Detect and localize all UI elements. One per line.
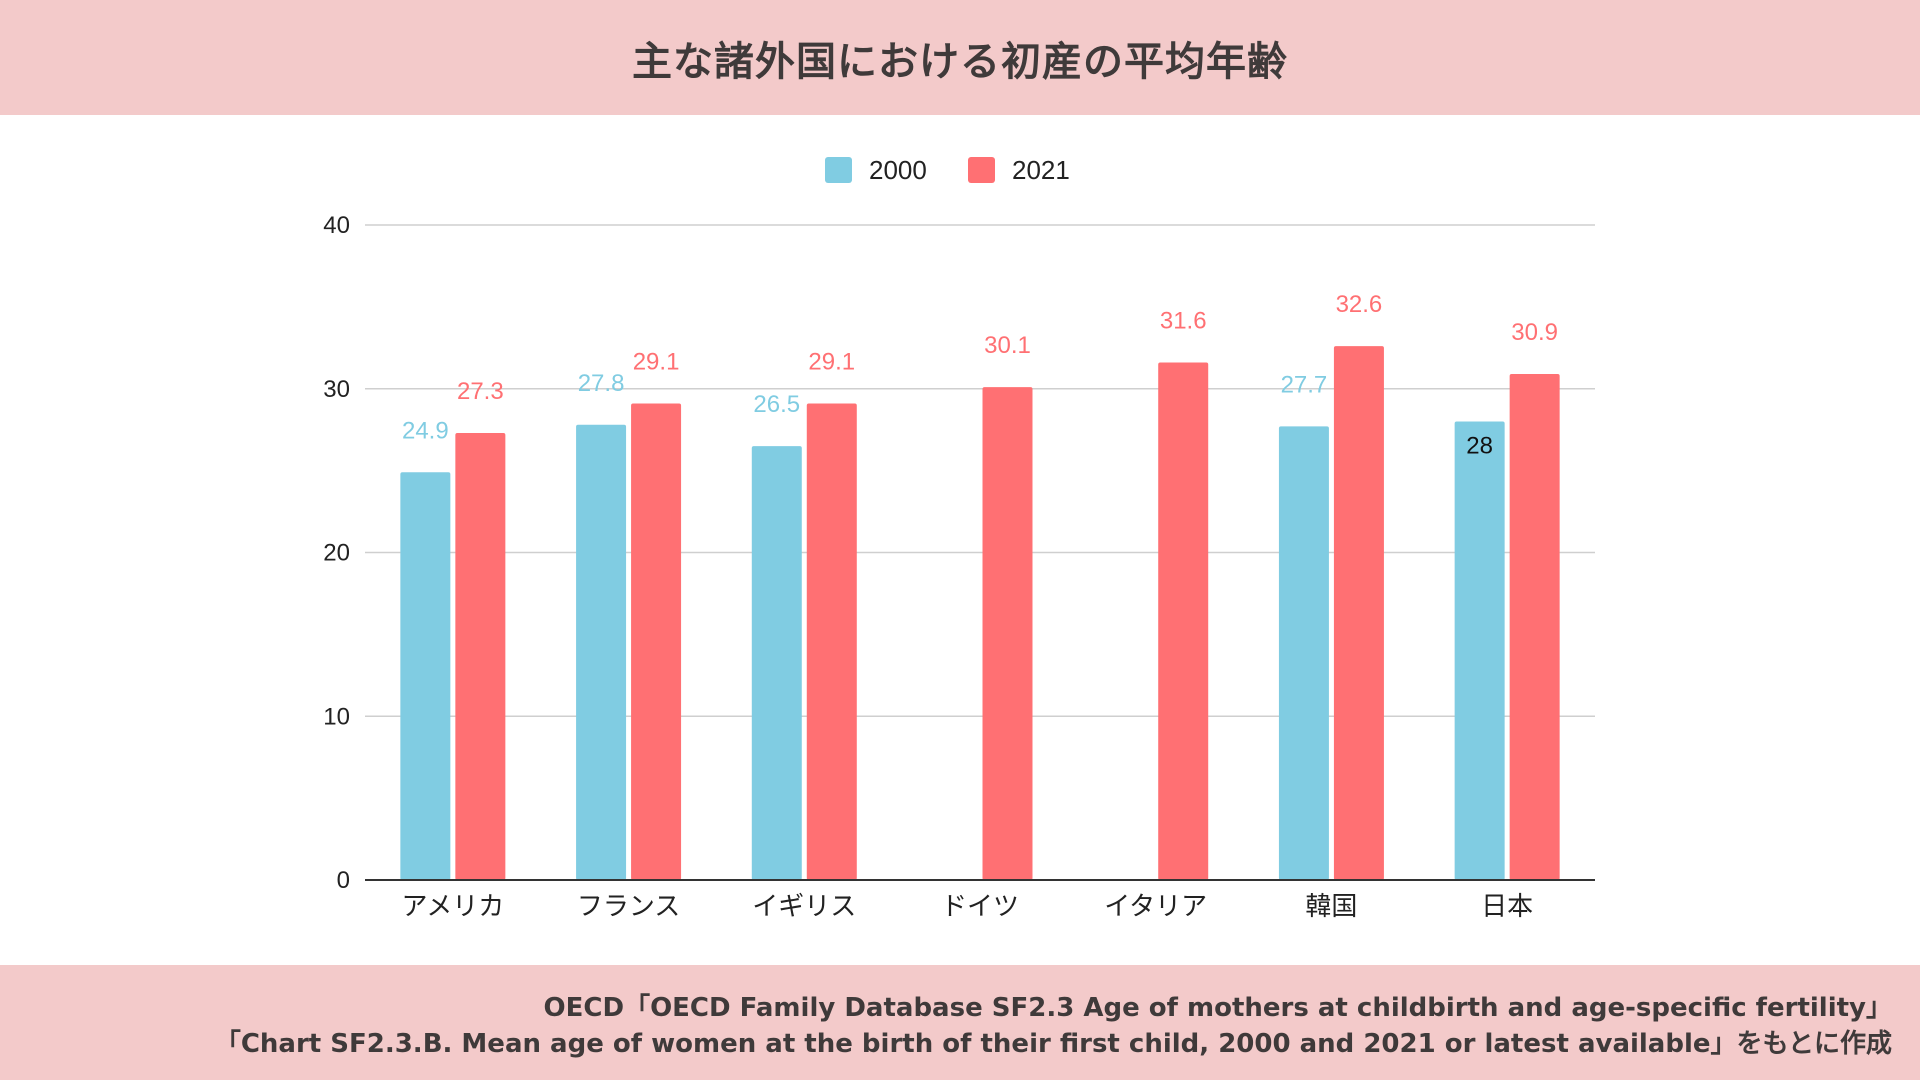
bar-2021: [631, 403, 682, 880]
legend-swatch-2000: [825, 157, 852, 183]
data-label-2000: 28: [1466, 433, 1493, 460]
page-title: 主な諸外国における初産の平均年齢: [632, 38, 1288, 85]
x-tick-label: 韓国: [1305, 892, 1357, 922]
x-tick-label: フランス: [577, 892, 680, 922]
legend-label-2021: 2021: [1012, 155, 1070, 185]
data-label-2000: 27.8: [578, 370, 625, 397]
y-tick-label: 20: [323, 540, 350, 567]
x-tick-label: イギリス: [752, 892, 856, 922]
y-tick-label: 40: [323, 212, 350, 239]
bar-2021: [1333, 346, 1384, 880]
y-tick-label: 0: [337, 867, 350, 894]
bar-2021: [982, 387, 1033, 880]
bar-2000: [576, 424, 627, 880]
data-label-2021: 27.3: [457, 378, 504, 405]
legend-label-2000: 2000: [869, 155, 927, 185]
data-label-2000: 26.5: [753, 391, 800, 418]
title-band: 主な諸外国における初産の平均年齢: [0, 0, 1920, 115]
data-label-2021: 29.1: [808, 348, 855, 375]
data-label-2000: 27.7: [1281, 371, 1328, 398]
data-label-2021: 30.1: [984, 332, 1031, 359]
data-label-2021: 30.9: [1511, 319, 1558, 346]
bar-2000: [751, 446, 802, 880]
x-tick-label: 日本: [1481, 892, 1533, 922]
bar-2021: [1509, 374, 1560, 880]
data-label-2021: 32.6: [1336, 291, 1383, 318]
bar-2021: [1158, 362, 1209, 880]
source-band: OECD「OECD Family Database SF2.3 Age of m…: [0, 965, 1920, 1080]
bar-2000: [1278, 426, 1329, 880]
data-label-2021: 31.6: [1160, 308, 1207, 335]
bar-2000: [400, 472, 451, 880]
legend-swatch-2021: [968, 157, 995, 183]
x-tick-label: ドイツ: [941, 892, 1019, 922]
bar-2000: [1454, 421, 1505, 880]
y-tick-label: 30: [323, 376, 350, 403]
source-line-2: 「Chart SF2.3.B. Mean age of women at the…: [214, 1029, 1892, 1059]
source-line-1: OECD「OECD Family Database SF2.3 Age of m…: [543, 993, 1892, 1023]
data-label-2000: 24.9: [402, 417, 449, 444]
x-tick-label: アメリカ: [402, 892, 505, 922]
x-tick-label: イタリア: [1104, 892, 1207, 922]
y-tick-label: 10: [323, 703, 350, 730]
data-label-2021: 29.1: [633, 348, 680, 375]
bar-2021: [455, 432, 506, 880]
bar-2021: [806, 403, 857, 880]
